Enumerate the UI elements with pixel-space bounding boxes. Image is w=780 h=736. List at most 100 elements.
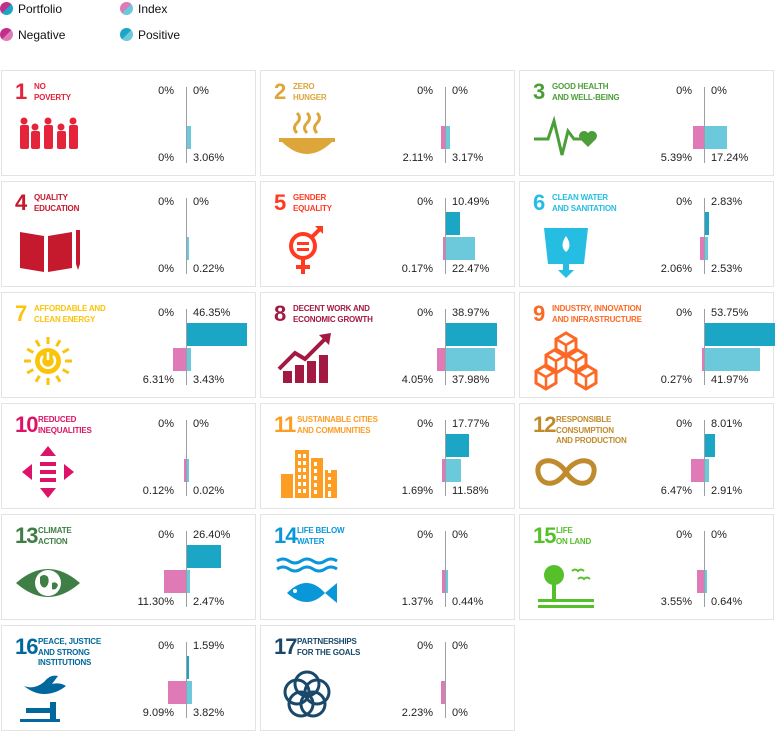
- sdg-card-2[interactable]: 2 ZERO HUNGER 0% 0% 2.11% 3.17%: [260, 70, 515, 176]
- sdg-title: ZERO HUNGER: [293, 82, 327, 103]
- family-icon: [14, 109, 82, 171]
- bar-index-negative: [441, 459, 445, 482]
- label-index-negative: 0%: [158, 152, 174, 164]
- eye-globe-icon: [14, 553, 82, 615]
- bar-index-negative: [440, 681, 445, 704]
- bar-index-negative: [173, 348, 186, 371]
- label-portfolio-negative: 0%: [417, 418, 433, 430]
- sdg-title-line: INEQUALITIES: [38, 425, 92, 435]
- bar-index-positive: [187, 681, 192, 704]
- bar-index-negative: [693, 126, 704, 149]
- sdg-title: INDUSTRY, INNOVATION AND INFRASTRUCTURE: [552, 304, 642, 325]
- sdg-title-line: AND INFRASTRUCTURE: [552, 314, 642, 324]
- label-index-negative: 2.11%: [402, 152, 433, 164]
- sdg-card-17[interactable]: 17 PARTNERSHIPS FOR THE GOALS 0% 0% 2.23% 0%: [260, 625, 515, 731]
- sdg-card-5[interactable]: 5 GENDER EQUALITY 0% 10.49% 0.17% 22.47%: [260, 181, 515, 287]
- bar-axis: [704, 309, 705, 385]
- label-portfolio-positive: 8.01%: [711, 418, 743, 430]
- sdg-title-line: AFFORDABLE AND: [34, 304, 106, 313]
- bar-portfolio-positive: [705, 434, 716, 457]
- sdg-title-line: INSTITUTIONS: [38, 658, 92, 667]
- bar-axis: [186, 309, 187, 385]
- label-index-negative: 6.47%: [660, 485, 692, 497]
- label-index-negative: 9.09%: [142, 707, 174, 719]
- bar-index-negative: [167, 681, 186, 704]
- sdg-card-12[interactable]: 12 RESPONSIBLE CONSUMPTION AND PRODUCTION 0%…: [519, 403, 774, 509]
- label-index-positive: 37.98%: [452, 374, 490, 386]
- sdg-card-7[interactable]: 7 AFFORDABLE AND CLEAN ENERGY 0% 46.35% 6.31%…: [1, 292, 256, 398]
- sdg-card-9[interactable]: 9 INDUSTRY, INNOVATION AND INFRASTRUCTURE 0…: [519, 292, 775, 398]
- label-index-negative: 1.37%: [401, 596, 433, 608]
- label-index-positive: 17.24%: [711, 152, 749, 164]
- bar-index-positive: [705, 459, 709, 482]
- bar-axis: [186, 198, 187, 274]
- sdg-title-line: QUALITY: [34, 193, 68, 202]
- label-index-negative: 6.31%: [142, 374, 174, 386]
- bar-portfolio-positive: [446, 434, 470, 457]
- legend-index-swatch: [120, 2, 133, 15]
- bar-index-positive: [187, 237, 189, 260]
- sdg-card-11[interactable]: 11 SUSTAINABLE CITIES AND COMMUNITIES 0% 17.…: [260, 403, 515, 509]
- label-portfolio-positive: 17.77%: [452, 418, 490, 430]
- bar-portfolio-positive: [187, 323, 248, 346]
- label-index-positive: 0%: [452, 707, 468, 719]
- bar-index-positive: [446, 237, 476, 260]
- sdg-number: 11: [274, 412, 296, 437]
- sdg-title-line: INDUSTRY, INNOVATION: [552, 304, 642, 313]
- label-portfolio-positive: 0%: [193, 196, 209, 208]
- sdg-title-line: CONSUMPTION: [556, 425, 614, 435]
- label-portfolio-negative: 0%: [158, 529, 174, 541]
- rings-icon: [273, 664, 341, 726]
- label-portfolio-positive: 0%: [193, 418, 209, 430]
- label-portfolio-positive: 0%: [711, 85, 727, 97]
- sdg-number: 8: [274, 301, 286, 326]
- sdg-card-4[interactable]: 4 QUALITY EDUCATION 0% 0% 0% 0.22%: [1, 181, 256, 287]
- sdg-card-6[interactable]: 6 CLEAN WATER AND SANITATION 0% 2.83% 2.06% 2.…: [519, 181, 774, 287]
- bar-index-negative: [163, 570, 186, 593]
- sdg-card-14[interactable]: 14 LIFE BELOW WATER 0% 0% 1.37% 0.44%: [260, 514, 515, 620]
- bar-index-negative: [442, 570, 445, 593]
- bar-axis: [186, 87, 187, 163]
- sdg-title-line: GENDER: [293, 193, 327, 202]
- dove-gavel-icon: [14, 664, 82, 726]
- sdg-card-15[interactable]: 15 LIFE ON LAND 0% 0% 3.55% 0.64%: [519, 514, 774, 620]
- sdg-card-13[interactable]: 13 CLIMATE ACTION 0% 26.40% 11.30% 2.47%: [1, 514, 256, 620]
- bar-index-negative: [184, 459, 186, 482]
- sdg-title-line: ZERO: [293, 82, 315, 91]
- bar-axis: [445, 309, 446, 385]
- legend-index-label: Index: [138, 2, 168, 16]
- label-portfolio-negative: 0%: [676, 196, 692, 208]
- label-portfolio-negative: 0%: [676, 418, 692, 430]
- sdg-number: 5: [274, 190, 286, 215]
- sdg-number: 15: [533, 523, 557, 548]
- bar-portfolio-positive: [187, 545, 222, 568]
- sdg-title-line: CLEAN WATER: [552, 193, 608, 202]
- bar-index-positive: [446, 570, 448, 593]
- sdg-card-1[interactable]: 1 NO POVERTY 0% 0% 0% 3.06%: [1, 70, 256, 176]
- bar-axis: [445, 642, 446, 718]
- bar-index-negative: [691, 459, 704, 482]
- label-index-negative: 4.05%: [401, 374, 433, 386]
- sdg-title-line: PEACE, JUSTICE: [38, 637, 101, 646]
- sdg-title: LIFE BELOW WATER: [297, 526, 345, 547]
- sdg-card-16[interactable]: 16 PEACE, JUSTICE AND STRONG INSTITUTIONS 0%…: [1, 625, 256, 731]
- label-index-positive: 0.22%: [193, 263, 225, 275]
- label-index-negative: 0.27%: [660, 374, 692, 386]
- bar-axis: [704, 531, 705, 607]
- sdg-title-line: PARTNERSHIPS: [297, 637, 357, 646]
- sdg-title: CLEAN WATER AND SANITATION: [552, 193, 617, 214]
- sdg-title-line: GOOD HEALTH: [552, 82, 609, 91]
- sdg-title: NO POVERTY: [34, 82, 71, 103]
- bar-index-negative: [696, 570, 704, 593]
- sdg-number: 16: [15, 634, 39, 659]
- bar-axis: [186, 642, 187, 718]
- legend-positive-label: Positive: [138, 28, 181, 42]
- label-index-positive: 3.82%: [193, 707, 225, 719]
- label-portfolio-positive: 10.49%: [452, 196, 490, 208]
- sdg-card-3[interactable]: 3 GOOD HEALTH AND WELL-BEING 0% 0% 5.39% 17.24…: [519, 70, 774, 176]
- sdg-card-8[interactable]: 8 DECENT WORK AND ECONOMIC GROWTH 0% 38.97% 4…: [260, 292, 515, 398]
- label-portfolio-negative: 0%: [417, 529, 433, 541]
- sdg-card-10[interactable]: 10 REDUCED INEQUALITIES 0% 0% 0.12% 0.02%: [1, 403, 256, 509]
- label-portfolio-positive: 53.75%: [711, 307, 749, 319]
- label-portfolio-positive: 0%: [193, 85, 209, 97]
